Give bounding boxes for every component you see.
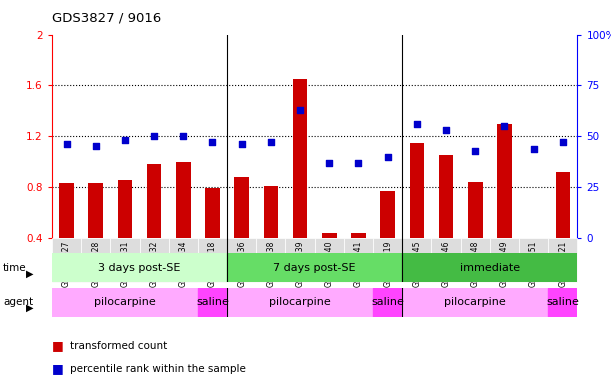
- FancyBboxPatch shape: [285, 238, 315, 282]
- Text: GSM367721: GSM367721: [558, 240, 567, 286]
- Text: saline: saline: [371, 297, 404, 308]
- FancyBboxPatch shape: [139, 238, 169, 282]
- Text: GSM367546: GSM367546: [442, 240, 450, 287]
- FancyBboxPatch shape: [256, 238, 285, 282]
- Text: GSM367718: GSM367718: [208, 240, 217, 286]
- Bar: [548, 288, 577, 317]
- Text: saline: saline: [196, 297, 229, 308]
- Point: [354, 160, 364, 166]
- Text: saline: saline: [546, 297, 579, 308]
- Text: pilocarpine: pilocarpine: [94, 297, 156, 308]
- Point: [237, 141, 247, 147]
- Text: ▶: ▶: [26, 303, 33, 313]
- Text: GSM367545: GSM367545: [412, 240, 422, 287]
- Text: GSM367536: GSM367536: [237, 240, 246, 287]
- FancyBboxPatch shape: [52, 238, 81, 282]
- Point: [62, 141, 71, 147]
- Bar: [380, 191, 395, 238]
- Text: 7 days post-SE: 7 days post-SE: [273, 263, 356, 273]
- Bar: [52, 253, 227, 282]
- Bar: [497, 124, 512, 238]
- Text: GSM367551: GSM367551: [529, 240, 538, 287]
- Bar: [293, 79, 307, 238]
- Bar: [227, 253, 402, 282]
- FancyBboxPatch shape: [344, 238, 373, 282]
- Bar: [555, 172, 570, 238]
- Bar: [176, 162, 191, 238]
- Point: [324, 160, 334, 166]
- FancyBboxPatch shape: [461, 238, 490, 282]
- Bar: [205, 189, 220, 238]
- Point: [470, 147, 480, 154]
- Point: [208, 139, 218, 146]
- Text: GSM367539: GSM367539: [296, 240, 304, 287]
- Text: GSM367548: GSM367548: [470, 240, 480, 287]
- Bar: [198, 288, 227, 317]
- Bar: [147, 164, 161, 238]
- Text: ■: ■: [52, 362, 64, 375]
- Point: [120, 137, 130, 144]
- FancyBboxPatch shape: [227, 238, 256, 282]
- Bar: [526, 238, 541, 283]
- FancyBboxPatch shape: [81, 238, 111, 282]
- Text: transformed count: transformed count: [70, 341, 167, 351]
- FancyBboxPatch shape: [519, 238, 548, 282]
- Bar: [235, 177, 249, 238]
- FancyBboxPatch shape: [169, 238, 198, 282]
- Bar: [118, 180, 132, 238]
- FancyBboxPatch shape: [198, 238, 227, 282]
- Bar: [373, 288, 402, 317]
- FancyBboxPatch shape: [111, 238, 139, 282]
- Text: GSM367534: GSM367534: [179, 240, 188, 287]
- Point: [558, 139, 568, 146]
- Point: [91, 144, 101, 150]
- Bar: [402, 253, 577, 282]
- Point: [500, 123, 510, 129]
- Bar: [52, 288, 198, 317]
- Text: GSM367531: GSM367531: [120, 240, 130, 287]
- Text: time: time: [3, 263, 27, 273]
- Bar: [89, 184, 103, 238]
- Bar: [59, 184, 74, 238]
- FancyBboxPatch shape: [402, 238, 431, 282]
- Point: [266, 139, 276, 146]
- Text: pilocarpine: pilocarpine: [444, 297, 506, 308]
- Text: GSM367719: GSM367719: [383, 240, 392, 287]
- Bar: [439, 156, 453, 238]
- Point: [295, 107, 305, 113]
- FancyBboxPatch shape: [490, 238, 519, 282]
- Text: pilocarpine: pilocarpine: [269, 297, 331, 308]
- Text: GSM367528: GSM367528: [91, 240, 100, 286]
- Text: GSM367532: GSM367532: [150, 240, 159, 287]
- Text: 3 days post-SE: 3 days post-SE: [98, 263, 181, 273]
- Text: GSM367541: GSM367541: [354, 240, 363, 287]
- Text: percentile rank within the sample: percentile rank within the sample: [70, 364, 246, 374]
- Bar: [227, 288, 373, 317]
- FancyBboxPatch shape: [373, 238, 402, 282]
- Text: ▶: ▶: [26, 268, 33, 279]
- Text: ■: ■: [52, 339, 64, 352]
- Bar: [351, 233, 366, 238]
- Bar: [322, 233, 337, 238]
- Bar: [402, 288, 548, 317]
- FancyBboxPatch shape: [315, 238, 344, 282]
- Bar: [409, 143, 424, 238]
- Text: GSM367527: GSM367527: [62, 240, 71, 287]
- Text: GDS3827 / 9016: GDS3827 / 9016: [52, 12, 161, 25]
- Point: [382, 154, 392, 160]
- Text: agent: agent: [3, 297, 33, 308]
- Text: immediate: immediate: [459, 263, 520, 273]
- Text: GSM367538: GSM367538: [266, 240, 276, 287]
- FancyBboxPatch shape: [548, 238, 577, 282]
- Point: [149, 133, 159, 139]
- Point: [178, 133, 188, 139]
- FancyBboxPatch shape: [431, 238, 461, 282]
- Point: [412, 121, 422, 127]
- Text: GSM367549: GSM367549: [500, 240, 509, 287]
- Point: [441, 127, 451, 133]
- Text: GSM367540: GSM367540: [325, 240, 334, 287]
- Point: [529, 146, 538, 152]
- Bar: [263, 186, 278, 238]
- Bar: [468, 182, 483, 238]
